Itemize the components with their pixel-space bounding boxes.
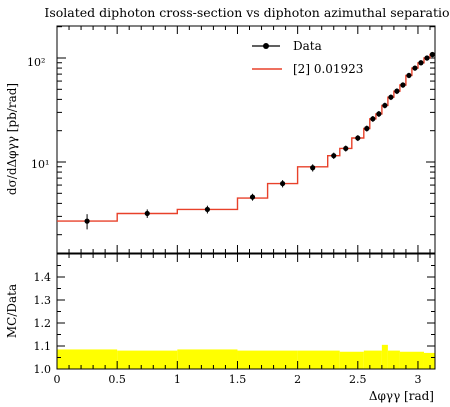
data-point — [204, 205, 211, 214]
data-point — [280, 180, 286, 188]
data-marker — [280, 180, 286, 187]
y-axis-label: dσ/dΔφγγ [pb/rad] — [5, 83, 19, 195]
data-marker — [376, 111, 382, 117]
data-point — [418, 60, 424, 66]
ratio-band-bin — [387, 350, 400, 369]
data-point — [429, 51, 436, 58]
data-point — [310, 164, 316, 172]
data-point — [424, 55, 430, 61]
ratio-band-bin — [57, 349, 118, 369]
x-tick-label: 2.5 — [349, 373, 367, 386]
x-tick-label: 0 — [54, 373, 61, 386]
data-marker — [364, 125, 370, 132]
data-marker — [370, 116, 376, 122]
data-marker — [144, 210, 150, 217]
data-point — [376, 111, 382, 117]
data-marker — [394, 88, 400, 94]
y-tick-label-10: 10¹ — [31, 158, 49, 171]
ratio-band-bin — [117, 350, 178, 369]
main-ticks — [56, 26, 435, 253]
ratio-uncertainty-band — [57, 344, 435, 369]
data-marker — [418, 60, 424, 66]
data-point — [355, 135, 361, 142]
ratio-y-tick-label: 1.1 — [34, 340, 52, 353]
data-point — [382, 102, 388, 109]
data-point — [394, 88, 400, 95]
data-marker — [400, 82, 406, 88]
ratio-y-tick-label: 1.4 — [34, 271, 52, 284]
mc-step-line — [57, 53, 435, 222]
x-tick-label: 1 — [174, 373, 181, 386]
data-point — [144, 209, 150, 218]
x-tick-label: 2 — [294, 373, 301, 386]
data-marker — [429, 51, 436, 58]
data-marker — [388, 94, 394, 100]
ratio-band-bin — [363, 350, 382, 369]
data-point — [400, 82, 406, 88]
data-point — [406, 72, 412, 79]
data-point — [388, 94, 394, 101]
x-tick-label: 1.5 — [229, 373, 247, 386]
x-axis-label: Δφγγ [rad] — [369, 389, 434, 403]
mc-prediction-series — [57, 53, 435, 222]
chart-title: Isolated diphoton cross-section vs dipho… — [44, 5, 450, 20]
ratio-band-bin — [177, 349, 238, 369]
ratio-y-tick-label: 1.0 — [34, 363, 52, 376]
ratio-band-bin — [423, 352, 435, 369]
data-point — [412, 65, 418, 71]
legend-mc-label: [2] 0.01923 — [293, 62, 363, 76]
main-plot-frame — [56, 25, 436, 254]
data-marker — [310, 165, 316, 171]
y-tick-label-100: 10² — [27, 56, 45, 69]
data-marker — [382, 102, 388, 109]
ratio-ticks: 0 0.5 1 1.5 2 2.5 3 1.0 1.1 1.2 1.3 1.4 — [34, 253, 435, 386]
ratio-band-bin — [399, 351, 424, 369]
ratio-y-tick-label: 1.3 — [34, 294, 52, 307]
data-point — [343, 145, 349, 152]
legend-data-marker — [263, 43, 269, 49]
main-panel: 10² 10¹ dσ/dΔφγγ [pb/rad] Data [2] 0.019… — [5, 25, 436, 254]
legend-data-label: Data — [293, 39, 322, 53]
data-point — [84, 214, 90, 230]
x-tick-label: 0.5 — [108, 373, 126, 386]
ratio-y-tick-label: 1.2 — [34, 317, 52, 330]
data-marker — [331, 153, 337, 159]
ratio-panel: 0 0.5 1 1.5 2 2.5 3 1.0 1.1 1.2 1.3 1.4 MC/Data Δφγ… — [5, 253, 436, 403]
data-point — [331, 152, 337, 159]
ratio-band-bin — [237, 350, 298, 369]
ratio-band-bin — [339, 351, 364, 369]
data-marker — [355, 135, 361, 141]
ratio-band-bin — [297, 350, 340, 369]
data-marker — [412, 65, 418, 71]
data-point — [249, 193, 256, 201]
data-point — [364, 125, 370, 132]
data-point — [370, 115, 376, 122]
data-marker — [249, 194, 256, 200]
data-marker — [424, 55, 430, 61]
data-marker — [406, 72, 412, 79]
ratio-y-axis-label: MC/Data — [5, 284, 19, 338]
data-marker — [204, 206, 211, 213]
data-marker — [343, 145, 349, 152]
x-tick-label: 3 — [414, 373, 421, 386]
legend: Data [2] 0.01923 — [252, 39, 363, 76]
ratio-band-bin — [381, 344, 388, 369]
data-marker — [84, 218, 90, 224]
data-series — [84, 51, 436, 230]
